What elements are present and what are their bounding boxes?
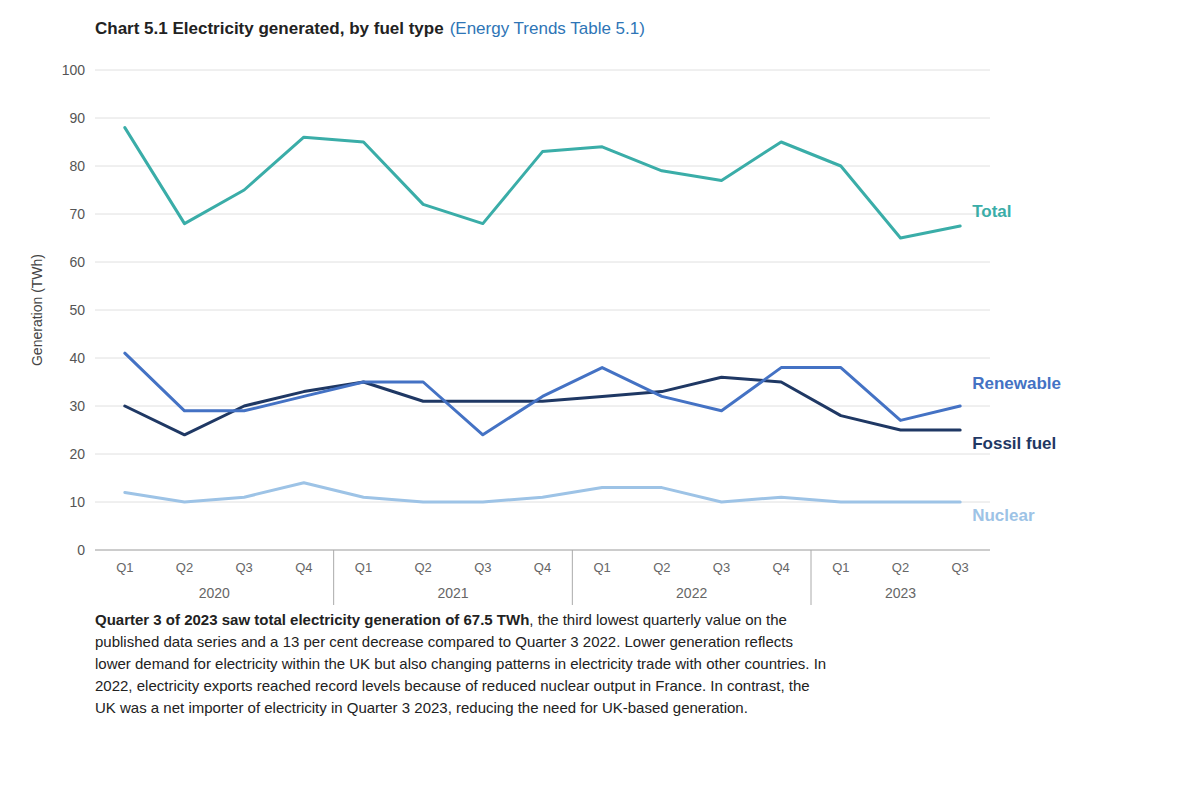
x-tick-label: Q3: [235, 560, 252, 575]
x-tick-label: Q3: [713, 560, 730, 575]
series-label: Nuclear: [972, 506, 1035, 525]
grid-line: [95, 118, 990, 119]
x-tick-label: Q4: [534, 560, 551, 575]
x-tick-label: Q2: [892, 560, 909, 575]
paragraph-line: 2022, electricity exports reached record…: [95, 677, 810, 694]
grid-line: [95, 406, 990, 407]
title: Chart 5.1 Electricity generated, by fuel…: [95, 19, 645, 38]
grid-line: [95, 310, 990, 311]
series-line: [125, 128, 960, 238]
x-tick-label: Q2: [414, 560, 431, 575]
series-line: [125, 353, 960, 435]
grid-line: [95, 454, 990, 455]
year-label: 2022: [676, 585, 707, 601]
subtitle: (Energy Trends Table 5.1): [450, 19, 645, 38]
chart: Chart 5.1 Electricity generated, by fuel…: [0, 0, 1200, 787]
y-tick-label: 90: [69, 110, 85, 126]
x-tick-label: Q2: [176, 560, 193, 575]
lines: [125, 128, 960, 502]
series-line: [125, 483, 960, 502]
x-tick-label: Q2: [653, 560, 670, 575]
series-label: Renewable: [972, 374, 1061, 393]
x-tick-label: Q1: [593, 560, 610, 575]
series-line: [125, 377, 960, 435]
year-label: 2020: [199, 585, 230, 601]
x-tick-label: Q3: [474, 560, 491, 575]
series-label: Total: [972, 202, 1011, 221]
y-tick-label: 100: [62, 62, 86, 78]
title-text: Chart 5.1 Electricity generated, by fuel…: [95, 19, 444, 38]
year-separator: [811, 550, 812, 605]
x-axis-line: [95, 550, 990, 551]
x-tick-label: Q1: [116, 560, 133, 575]
x-tick-label: Q4: [772, 560, 789, 575]
year-separator: [333, 550, 334, 605]
grid-line: [95, 358, 990, 359]
y-tick-label: 30: [69, 398, 85, 414]
y-tick-label: 0: [77, 542, 85, 558]
y-tick-label: 40: [69, 350, 85, 366]
paragraph-line: Quarter 3 of 2023 saw total electricity …: [95, 611, 787, 628]
series-label: Fossil fuel: [972, 434, 1056, 453]
paragraph-line: lower demand for electricity within the …: [95, 655, 826, 672]
grid: [95, 70, 990, 550]
y-tick-label: 20: [69, 446, 85, 462]
paragraph-line: UK was a net importer of electricity in …: [95, 699, 748, 716]
x-tick-label: Q4: [295, 560, 312, 575]
y-tick-label: 70: [69, 206, 85, 222]
x-tick-label: Q1: [355, 560, 372, 575]
paragraph-line: published data series and a 13 per cent …: [95, 633, 793, 650]
x-tick-label: Q3: [951, 560, 968, 575]
paragraph-bold: Quarter 3 of 2023 saw total electricity …: [95, 611, 529, 628]
y-tick-label: 60: [69, 254, 85, 270]
year-label: 2021: [437, 585, 468, 601]
y-axis-label: Generation (TWh): [29, 254, 45, 366]
y-tick-label: 50: [69, 302, 85, 318]
y-tick-label: 10: [69, 494, 85, 510]
y-tick-label: 80: [69, 158, 85, 174]
grid-line: [95, 166, 990, 167]
x-tick-label: Q1: [832, 560, 849, 575]
year-label: 2023: [885, 585, 916, 601]
grid-line: [95, 262, 990, 263]
grid-line: [95, 214, 990, 215]
grid-line: [95, 550, 990, 551]
grid-line: [95, 70, 990, 71]
year-separator: [572, 550, 573, 605]
line-labels: Total Renewable Fossil fuel Nuclear: [972, 202, 1061, 525]
paragraph-text: , the third lowest quarterly value on th…: [529, 611, 787, 628]
